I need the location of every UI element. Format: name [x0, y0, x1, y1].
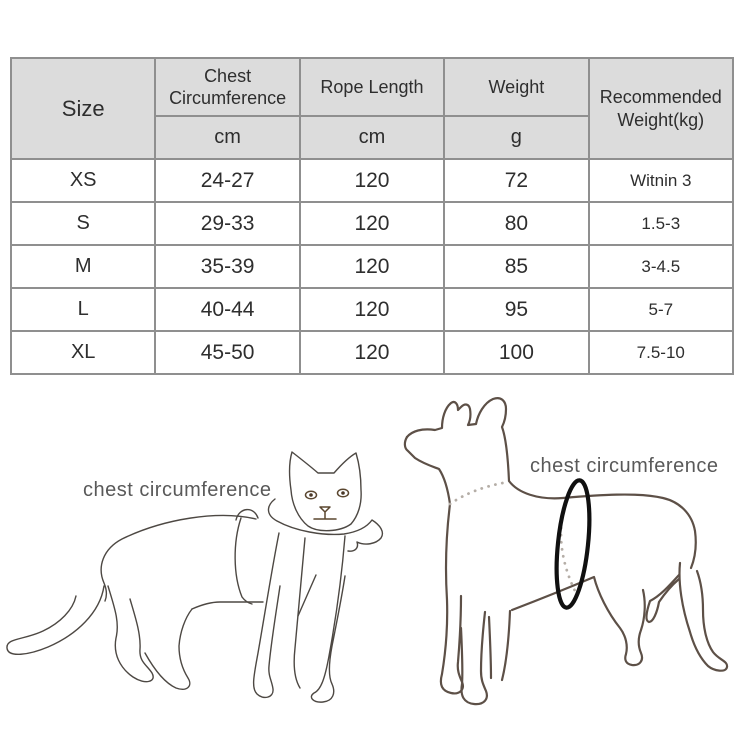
cell-chest: 35-39 — [154, 244, 301, 289]
cell-recommended: 3-4.5 — [587, 244, 735, 289]
table-row-xs: XS 24-27 120 72 Witnin 3 — [9, 158, 735, 203]
header-chest-circumference: Chest Circumference — [154, 57, 301, 117]
cell-weight: 100 — [443, 330, 590, 375]
unit-weight-g: g — [443, 115, 590, 160]
dog-line-drawing — [403, 397, 729, 706]
cell-chest: 40-44 — [154, 287, 301, 332]
cell-weight: 72 — [443, 158, 590, 203]
table-row-xl: XL 45-50 120 100 7.5-10 — [9, 330, 735, 375]
cell-rope: 120 — [298, 158, 446, 203]
cell-rope: 120 — [298, 330, 446, 375]
cell-rope: 120 — [298, 244, 446, 289]
cell-recommended: 1.5-3 — [587, 201, 735, 246]
cell-weight: 95 — [443, 287, 590, 332]
neck-dotted-line — [448, 480, 510, 506]
cell-size: XL — [9, 330, 157, 375]
cell-chest: 45-50 — [154, 330, 301, 375]
table-row-l: L 40-44 120 95 5-7 — [9, 287, 735, 332]
table-row-m: M 35-39 120 85 3-4.5 — [9, 244, 735, 289]
unit-rope-cm: cm — [298, 115, 446, 160]
cell-size: XS — [9, 158, 157, 203]
cell-weight: 85 — [443, 244, 590, 289]
chest-circumference-ellipse — [554, 478, 592, 610]
cell-weight: 80 — [443, 201, 590, 246]
table-row-s: S 29-33 120 80 1.5-3 — [9, 201, 735, 246]
cell-size: L — [9, 287, 157, 332]
header-recommended-weight: Recommended Weight(kg) — [587, 57, 735, 160]
cell-rope: 120 — [298, 201, 446, 246]
unit-chest-cm: cm — [154, 115, 301, 160]
dog-chest-circumference-label: chest circumference — [530, 455, 719, 477]
cell-size: M — [9, 244, 157, 289]
header-size: Size — [9, 57, 157, 160]
cell-size: S — [9, 201, 157, 246]
cell-chest: 29-33 — [154, 201, 301, 246]
cell-recommended: 7.5-10 — [587, 330, 735, 375]
cell-rope: 120 — [298, 287, 446, 332]
header-weight: Weight — [443, 57, 590, 117]
cell-recommended: 5-7 — [587, 287, 735, 332]
header-rope-length: Rope Length — [298, 57, 446, 117]
size-table: Size Chest Circumference Rope Length Wei… — [9, 57, 735, 375]
cell-recommended: Witnin 3 — [587, 158, 735, 203]
chest-dotted-line — [559, 505, 579, 597]
cat-line-drawing — [6, 451, 384, 703]
cat-chest-circumference-label: chest circumference — [83, 479, 272, 501]
cell-chest: 24-27 — [154, 158, 301, 203]
